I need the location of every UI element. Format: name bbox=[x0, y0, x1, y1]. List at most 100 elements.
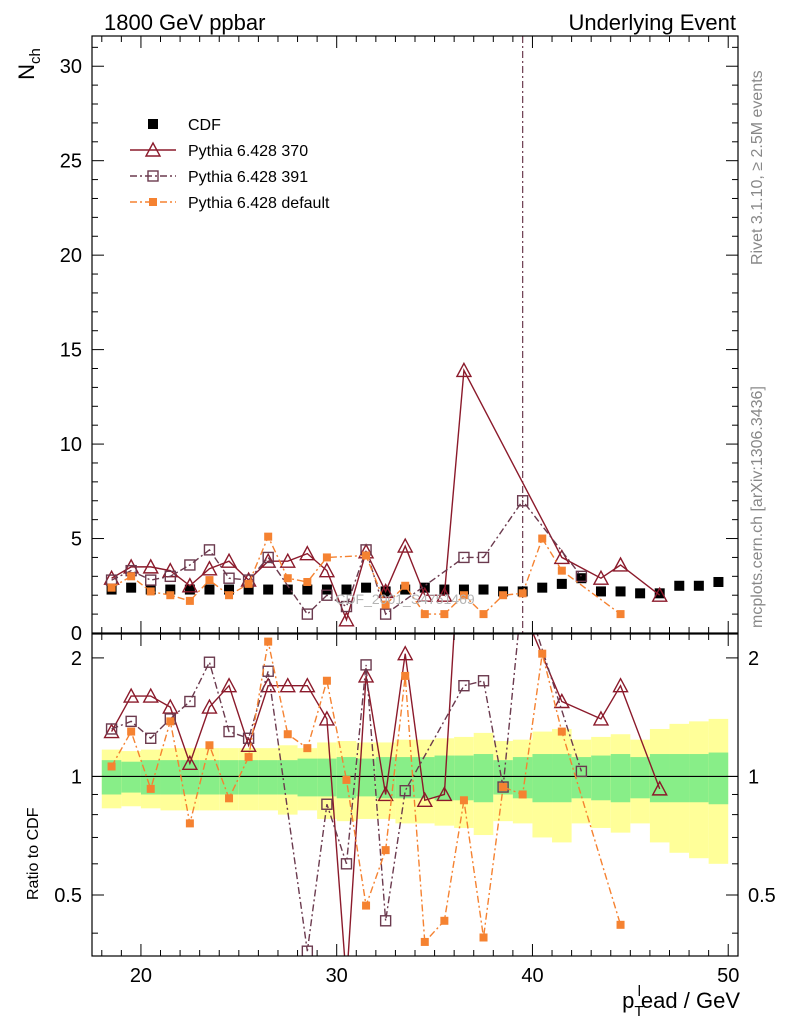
data-point bbox=[105, 723, 118, 735]
data-point bbox=[497, 781, 509, 793]
series-line bbox=[111, 499, 582, 616]
data-point bbox=[651, 780, 668, 796]
band-inner-bin bbox=[160, 760, 181, 795]
data-point bbox=[713, 576, 724, 587]
data-point bbox=[225, 591, 234, 600]
band-inner-bin bbox=[199, 760, 220, 795]
data-point bbox=[420, 937, 429, 946]
legend-label: Pythia 6.428 391 bbox=[188, 169, 308, 186]
ratio-y-tick-label: 0.5 bbox=[54, 885, 82, 907]
data-point bbox=[184, 559, 196, 571]
data-point bbox=[165, 584, 176, 595]
data-point bbox=[399, 785, 411, 797]
data-point bbox=[592, 569, 610, 585]
y-axis-label-main: Nch bbox=[14, 48, 44, 80]
data-point bbox=[455, 361, 473, 378]
data-point bbox=[459, 796, 468, 805]
series-line bbox=[111, 634, 583, 952]
data-point bbox=[279, 552, 296, 568]
main-plot bbox=[103, 36, 724, 633]
series-line bbox=[111, 367, 661, 622]
data-point bbox=[556, 578, 567, 589]
data-point bbox=[595, 586, 606, 597]
data-point bbox=[321, 798, 333, 810]
data-point bbox=[360, 659, 372, 671]
data-point bbox=[220, 677, 238, 693]
data-point bbox=[416, 791, 433, 807]
data-point bbox=[144, 141, 162, 157]
data-point bbox=[103, 723, 120, 739]
data-point bbox=[615, 586, 626, 597]
band-inner-bin bbox=[630, 757, 650, 799]
band-inner-bin bbox=[356, 758, 376, 797]
band-inner-bin bbox=[238, 760, 259, 795]
data-point bbox=[146, 587, 155, 596]
data-point bbox=[122, 687, 140, 703]
data-point bbox=[575, 765, 588, 778]
data-point bbox=[538, 534, 547, 543]
band-inner-bin bbox=[219, 760, 239, 795]
y-tick-label: 15 bbox=[60, 340, 82, 362]
data-point bbox=[244, 579, 253, 588]
data-point bbox=[397, 645, 414, 661]
data-point bbox=[220, 552, 238, 568]
y-tick-label: 5 bbox=[71, 529, 82, 551]
data-point bbox=[126, 582, 137, 593]
data-point bbox=[263, 584, 274, 595]
data-point bbox=[557, 566, 566, 575]
data-point bbox=[142, 558, 159, 574]
data-point bbox=[538, 649, 547, 658]
ratio-y-tick-label: 2 bbox=[71, 648, 82, 670]
data-point bbox=[146, 784, 155, 793]
ratio-y-tick-label-right: 1 bbox=[748, 766, 759, 788]
data-point bbox=[477, 551, 490, 564]
data-point bbox=[243, 584, 254, 595]
data-point bbox=[184, 695, 196, 708]
data-point bbox=[262, 551, 274, 564]
band-inner-bin bbox=[610, 754, 631, 803]
axis-ticks: 20 30 40 50 0 5 10 15 20 25 30 0.5 0.5 1 1 2 2 bbox=[54, 36, 776, 987]
data-point bbox=[381, 846, 390, 855]
data-point bbox=[201, 560, 218, 576]
band-inner-bin bbox=[708, 752, 729, 805]
ratio-plot bbox=[92, 463, 738, 956]
data-point bbox=[616, 920, 625, 929]
data-point bbox=[674, 580, 685, 591]
band-inner-bin bbox=[277, 760, 298, 795]
data-point bbox=[420, 610, 429, 619]
band-inner-bin bbox=[297, 758, 318, 797]
side-text-bottom: mcplots.cern.ch [arXiv:1306.3436] bbox=[749, 386, 766, 628]
data-point bbox=[457, 463, 471, 476]
data-point bbox=[458, 679, 470, 692]
x-tick-label: 30 bbox=[326, 965, 348, 987]
x-tick-label: 50 bbox=[717, 965, 739, 987]
band-inner-bin bbox=[571, 757, 592, 799]
data-point bbox=[283, 574, 292, 583]
y-axis-label-main-sub: ch bbox=[27, 48, 44, 64]
data-point bbox=[205, 741, 214, 750]
ratio-y-tick-label-right: 2 bbox=[748, 648, 759, 670]
band-inner-bin bbox=[317, 758, 337, 797]
data-point bbox=[149, 198, 157, 206]
data-point bbox=[458, 551, 470, 564]
data-point bbox=[145, 574, 157, 586]
data-point bbox=[223, 725, 235, 738]
data-point bbox=[553, 548, 570, 565]
ratio-band bbox=[101, 718, 729, 864]
data-point bbox=[166, 717, 175, 726]
x-tick-label: 20 bbox=[130, 965, 152, 987]
data-point bbox=[203, 544, 216, 556]
data-point bbox=[616, 610, 625, 619]
band-inner-bin bbox=[532, 754, 553, 803]
band-inner-bin bbox=[454, 755, 474, 801]
data-point bbox=[479, 933, 488, 942]
data-point bbox=[240, 736, 257, 752]
data-point bbox=[264, 637, 273, 646]
data-point bbox=[204, 584, 215, 595]
data-point bbox=[479, 610, 488, 619]
y-tick-label: 20 bbox=[60, 245, 82, 267]
band-inner-bin bbox=[101, 760, 122, 795]
header-right: Underlying Event bbox=[568, 10, 736, 35]
data-point bbox=[635, 588, 646, 599]
